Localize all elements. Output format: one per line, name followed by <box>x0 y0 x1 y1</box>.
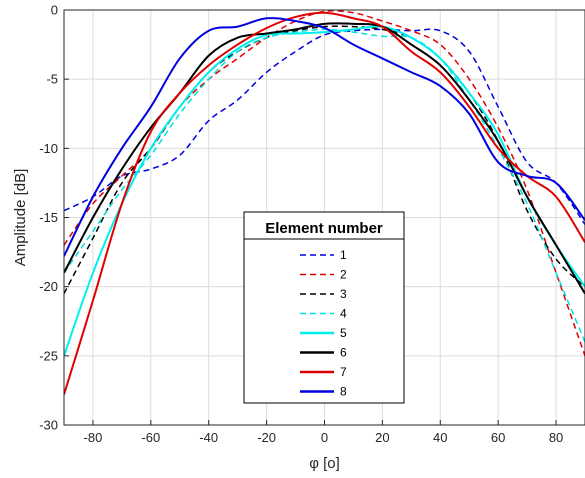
legend-label-4: 4 <box>340 307 347 321</box>
y-axis-label: Amplitude [dB] <box>12 169 29 267</box>
legend-label-8: 8 <box>340 385 347 399</box>
x-tick-label: 0 <box>321 430 328 445</box>
legend: Element number 1 2 3 4 5 6 7 8 <box>243 211 405 404</box>
x-tick-label: 80 <box>549 430 563 445</box>
series-line-5 <box>64 25 585 357</box>
series-layer <box>64 10 585 395</box>
y-tick-label: -25 <box>39 348 58 363</box>
y-tick-label: 0 <box>51 3 58 18</box>
x-tick-label: 40 <box>433 430 447 445</box>
y-tick-label: -20 <box>39 279 58 294</box>
y-tick-label: -15 <box>39 210 58 225</box>
legend-box <box>243 211 405 404</box>
x-tick-label: -40 <box>199 430 218 445</box>
x-tick-label: -20 <box>257 430 276 445</box>
legend-label-2: 2 <box>340 268 347 282</box>
legend-items: 1 2 3 4 5 6 7 8 <box>300 248 347 399</box>
series-line-4 <box>64 28 585 343</box>
y-tick-label: -30 <box>39 418 58 433</box>
y-tick-label: -5 <box>46 72 58 87</box>
tick-labels: -80 -60 -40 -20 0 20 40 60 80 0 -5 -10 -15 -20 -25 -30 <box>39 3 563 446</box>
series-line-7 <box>64 11 585 395</box>
series-line-1 <box>64 28 585 225</box>
x-tick-label: -80 <box>84 430 103 445</box>
series-line-8 <box>64 17 585 257</box>
x-tick-label: -60 <box>141 430 160 445</box>
x-tick-label: 20 <box>375 430 389 445</box>
legend-label-6: 6 <box>340 346 347 360</box>
legend-label-7: 7 <box>340 365 347 379</box>
legend-label-5: 5 <box>340 326 347 340</box>
legend-title: Element number <box>265 220 383 237</box>
y-tick-label: -10 <box>39 141 58 156</box>
series-line-6 <box>64 22 585 295</box>
x-tick-label: 60 <box>491 430 505 445</box>
x-axis-label: φ [o] <box>309 455 340 472</box>
legend-label-3: 3 <box>340 287 347 301</box>
legend-label-1: 1 <box>340 248 347 262</box>
